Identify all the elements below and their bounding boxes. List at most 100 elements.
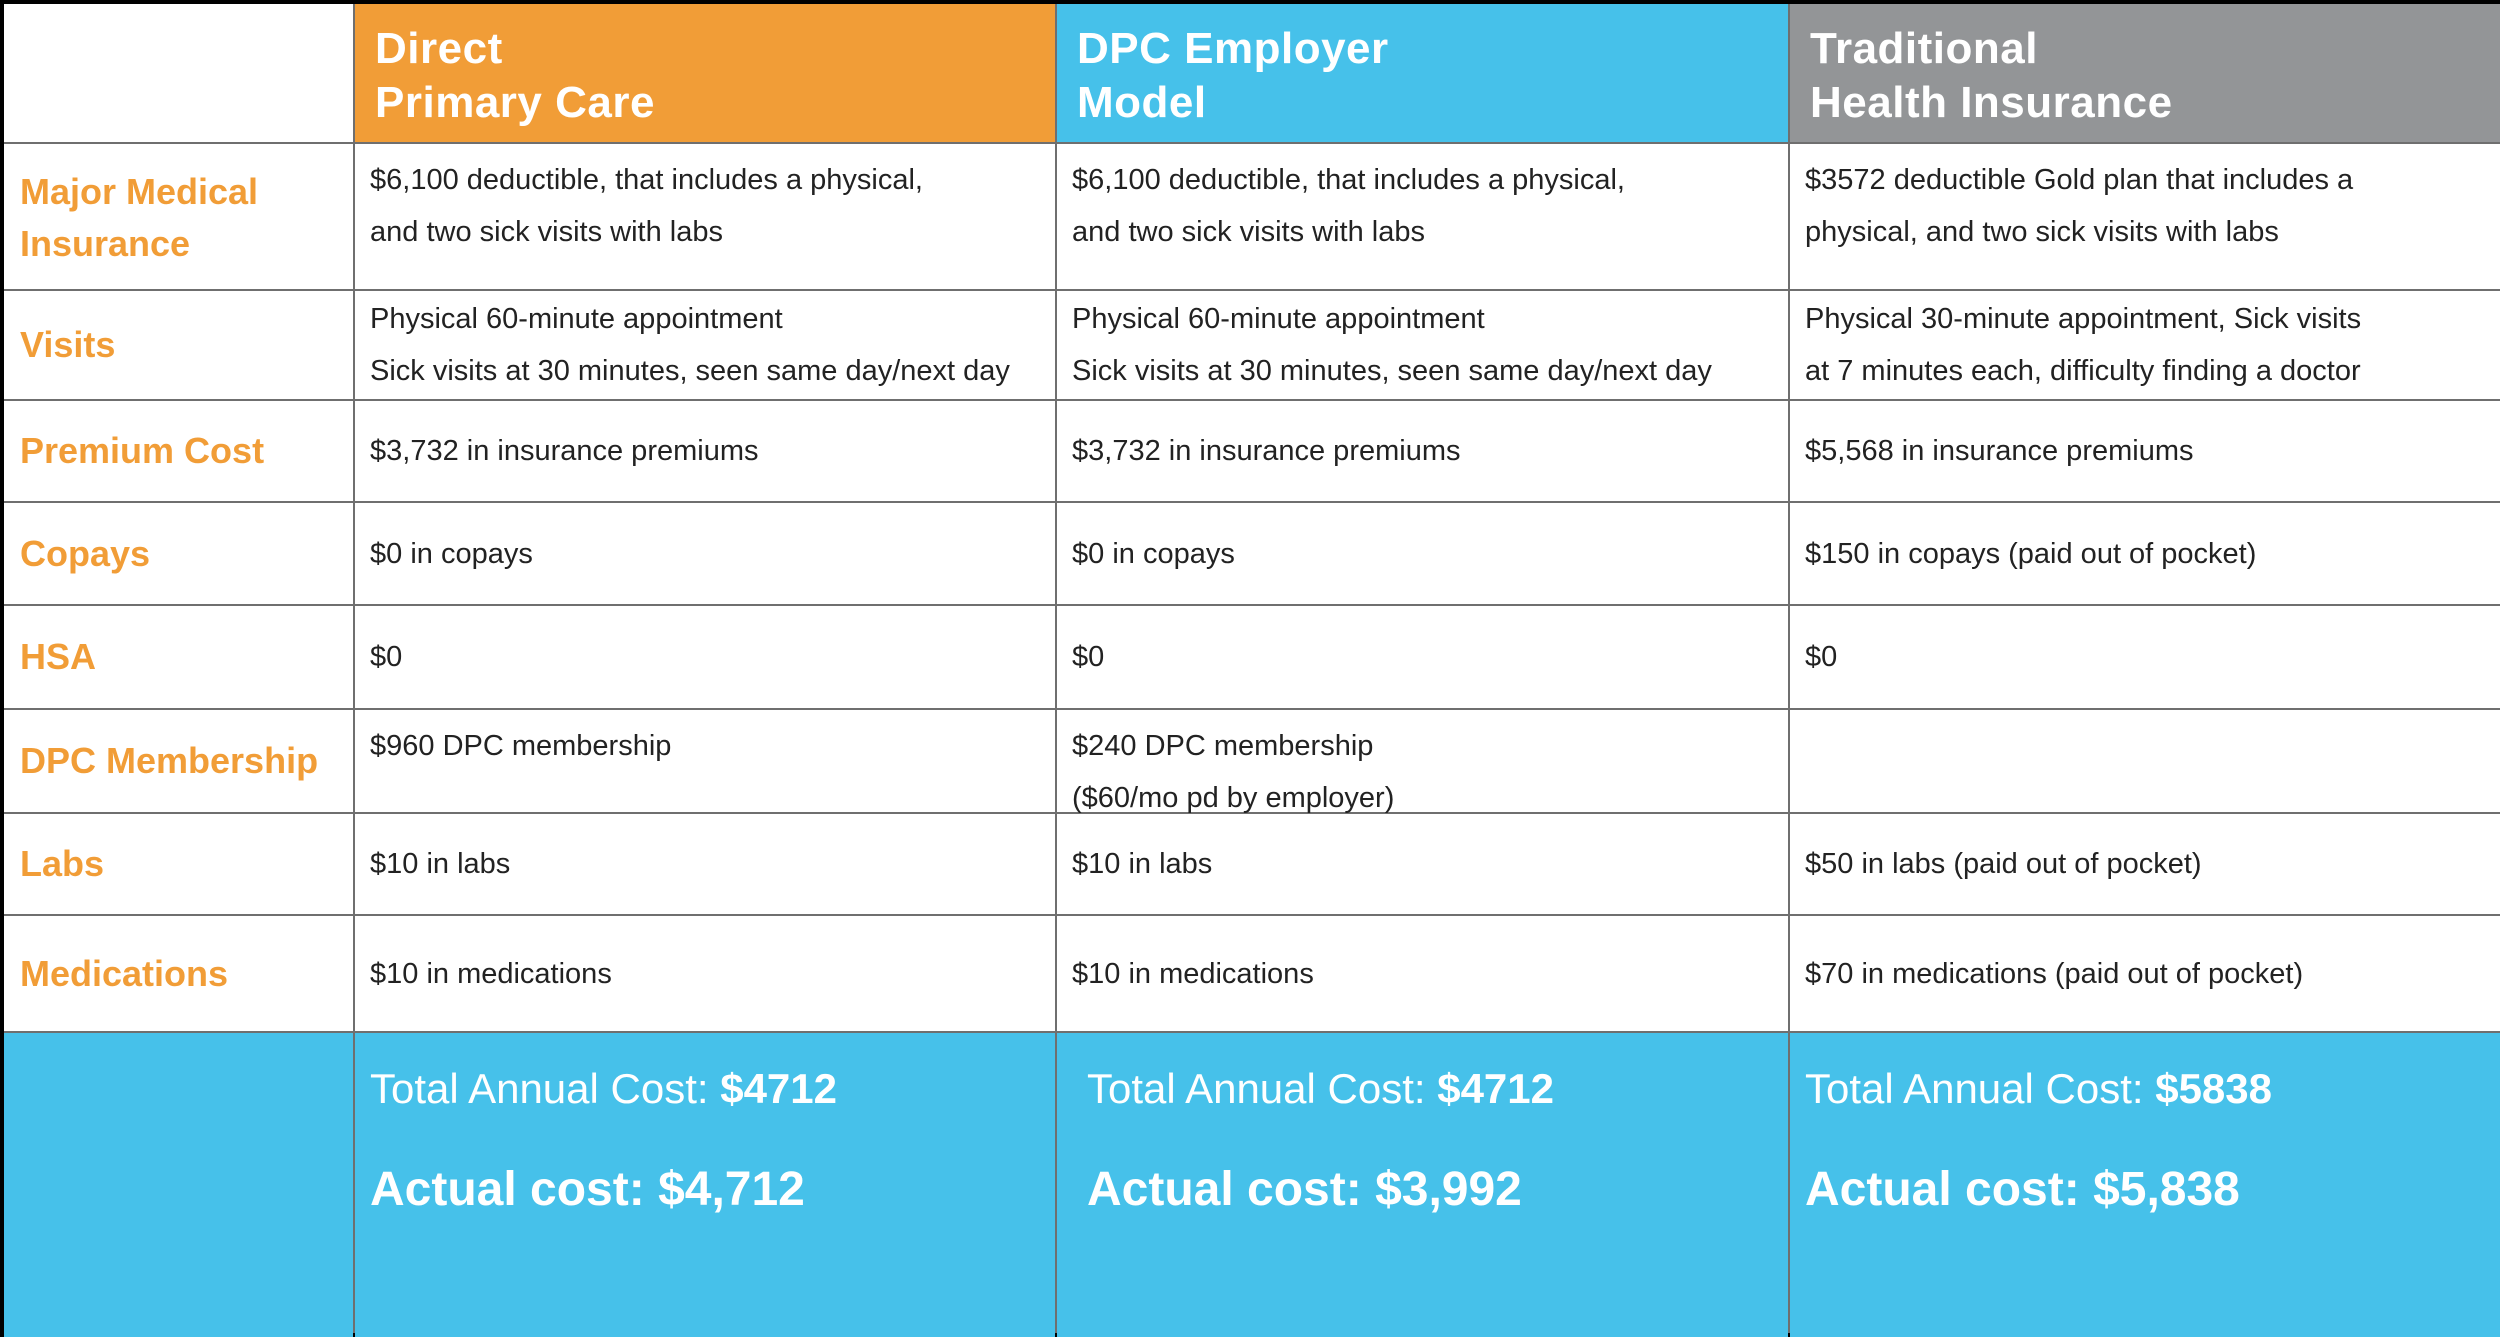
cell-line: $70 in medications (paid out of pocket) bbox=[1805, 957, 2304, 990]
cell-line: physical, and two sick visits with labs bbox=[1805, 216, 2279, 248]
cell-line: $240 DPC membership bbox=[1072, 730, 1374, 762]
column-header-direct-primary-care: Direct Primary Care bbox=[355, 4, 1055, 144]
cell-line: $0 in copays bbox=[370, 537, 533, 570]
table-cell: $10 in medications bbox=[355, 916, 1055, 1033]
total-label: Total Annual Cost: bbox=[370, 1065, 709, 1112]
totals-cell-traditional-health-insurance: Total Annual Cost: $5838 Actual cost: $5… bbox=[1790, 1033, 2500, 1337]
table-cell: $0 bbox=[1057, 606, 1788, 710]
actual-cost: Actual cost: $3,992 bbox=[1087, 1161, 1788, 1219]
actual-value: $5,838 bbox=[2093, 1163, 2240, 1216]
table-cell: Physical 30-minute appointment, Sick vis… bbox=[1790, 291, 2500, 401]
actual-cost: Actual cost: $5,838 bbox=[1805, 1161, 2500, 1219]
cell-line: and two sick visits with labs bbox=[1072, 216, 1425, 248]
cell-line: $0 bbox=[1805, 641, 1838, 673]
column-header-traditional-health-insurance: Traditional Health Insurance bbox=[1790, 4, 2500, 144]
header-line: Health Insurance bbox=[1810, 78, 2173, 127]
actual-cost: Actual cost: $4,712 bbox=[370, 1161, 1055, 1219]
totals-cell-dpc-employer-model: Total Annual Cost: $4712 Actual cost: $3… bbox=[1057, 1033, 1788, 1337]
table-cell: $10 in medications bbox=[1057, 916, 1788, 1033]
cell-line: Sick visits at 30 minutes, seen same day… bbox=[370, 355, 1010, 387]
row-label-dpc-membership: DPC Membership bbox=[4, 710, 353, 814]
actual-value: $4,712 bbox=[658, 1163, 805, 1216]
table-cell: $3,732 in insurance premiums bbox=[355, 401, 1055, 503]
cell-line: $6,100 deductible, that includes a physi… bbox=[370, 164, 923, 196]
total-annual-cost: Total Annual Cost: $4712 bbox=[1087, 1063, 1788, 1115]
actual-value: $3,992 bbox=[1375, 1163, 1522, 1216]
row-label-text: Copays bbox=[20, 532, 151, 574]
header-corner bbox=[4, 4, 353, 144]
row-label-copays: Copays bbox=[4, 503, 353, 606]
table-cell-empty bbox=[1790, 710, 2500, 814]
row-label-text: Visits bbox=[20, 324, 116, 365]
row-label-text: DPC Membership bbox=[20, 740, 319, 781]
total-value: $4712 bbox=[1437, 1065, 1555, 1112]
row-label-premium-cost: Premium Cost bbox=[4, 401, 353, 503]
actual-label: Actual cost: bbox=[1087, 1163, 1362, 1216]
cell-line: $10 in medications bbox=[1072, 957, 1314, 990]
totals-label-cell bbox=[4, 1033, 353, 1337]
cell-line: $3,732 in insurance premiums bbox=[370, 435, 759, 467]
header-line: Traditional bbox=[1810, 24, 2038, 73]
cell-line: $10 in medications bbox=[370, 957, 612, 990]
table-cell: $50 in labs (paid out of pocket) bbox=[1790, 814, 2500, 916]
table-cell: $3,732 in insurance premiums bbox=[1057, 401, 1788, 503]
comparison-table: Direct Primary Care DPC Employer Model T… bbox=[4, 4, 2500, 1337]
table-cell: $150 in copays (paid out of pocket) bbox=[1790, 503, 2500, 606]
row-label-major-medical-insurance: Major Medical Insurance bbox=[4, 144, 353, 291]
totals-cell-direct-primary-care: Total Annual Cost: $4712 Actual cost: $4… bbox=[355, 1033, 1055, 1337]
cell-line: $50 in labs (paid out of pocket) bbox=[1805, 848, 2202, 880]
cell-line: and two sick visits with labs bbox=[370, 216, 723, 248]
table-cell: $3572 deductible Gold plan that includes… bbox=[1790, 144, 2500, 291]
row-label-visits: Visits bbox=[4, 291, 353, 401]
cell-line: Physical 30-minute appointment, Sick vis… bbox=[1805, 303, 2362, 335]
table-cell: $0 bbox=[1790, 606, 2500, 710]
table-cell: $70 in medications (paid out of pocket) bbox=[1790, 916, 2500, 1033]
cell-line: $0 bbox=[1072, 641, 1105, 673]
comparison-table-frame: Direct Primary Care DPC Employer Model T… bbox=[4, 4, 2500, 1337]
cell-line: $6,100 deductible, that includes a physi… bbox=[1072, 164, 1625, 196]
cell-line: $0 bbox=[370, 641, 403, 673]
cell-line: $960 DPC membership bbox=[370, 730, 672, 762]
total-annual-cost: Total Annual Cost: $4712 bbox=[370, 1063, 1055, 1115]
table-cell: Physical 60-minute appointment Sick visi… bbox=[1057, 291, 1788, 401]
total-value: $4712 bbox=[720, 1065, 838, 1112]
total-annual-cost: Total Annual Cost: $5838 bbox=[1805, 1063, 2500, 1115]
cell-line: $0 in copays bbox=[1072, 537, 1235, 570]
table-cell: $0 in copays bbox=[355, 503, 1055, 606]
row-label-text: HSA bbox=[20, 636, 97, 677]
total-label: Total Annual Cost: bbox=[1087, 1065, 1426, 1112]
table-cell: Physical 60-minute appointment Sick visi… bbox=[355, 291, 1055, 401]
header-line: Model bbox=[1077, 78, 1207, 127]
actual-label: Actual cost: bbox=[1805, 1163, 2080, 1216]
cell-line: $3,732 in insurance premiums bbox=[1072, 435, 1461, 467]
row-label-labs: Labs bbox=[4, 814, 353, 916]
row-label-text: Premium Cost bbox=[20, 430, 265, 471]
cell-line: $150 in copays (paid out of pocket) bbox=[1805, 537, 2257, 570]
cell-line: Sick visits at 30 minutes, seen same day… bbox=[1072, 355, 1712, 387]
cell-line: Physical 60-minute appointment bbox=[370, 303, 783, 335]
row-label-hsa: HSA bbox=[4, 606, 353, 710]
row-label-text: Labs bbox=[20, 843, 105, 884]
table-cell: $10 in labs bbox=[1057, 814, 1788, 916]
cell-line: at 7 minutes each, difficulty finding a … bbox=[1805, 355, 2361, 387]
header-line: DPC Employer bbox=[1077, 24, 1389, 73]
row-label-text: Major Medical Insurance bbox=[20, 171, 259, 264]
header-line: Direct bbox=[375, 24, 503, 73]
cell-line: $10 in labs bbox=[370, 848, 511, 880]
table-cell: $0 bbox=[355, 606, 1055, 710]
table-cell: $10 in labs bbox=[355, 814, 1055, 916]
cell-line: $10 in labs bbox=[1072, 848, 1213, 880]
table-cell: $240 DPC membership ($60/mo pd by employ… bbox=[1057, 710, 1788, 814]
total-label: Total Annual Cost: bbox=[1805, 1065, 2144, 1112]
header-line: Primary Care bbox=[375, 78, 655, 127]
row-label-text: Medications bbox=[20, 952, 229, 994]
cell-line: ($60/mo pd by employer) bbox=[1072, 782, 1395, 814]
total-value: $5838 bbox=[2155, 1065, 2273, 1112]
cell-line: Physical 60-minute appointment bbox=[1072, 303, 1485, 335]
table-cell: $0 in copays bbox=[1057, 503, 1788, 606]
table-cell: $6,100 deductible, that includes a physi… bbox=[355, 144, 1055, 291]
table-cell: $5,568 in insurance premiums bbox=[1790, 401, 2500, 503]
actual-label: Actual cost: bbox=[370, 1163, 645, 1216]
table-cell: $6,100 deductible, that includes a physi… bbox=[1057, 144, 1788, 291]
cell-line: $3572 deductible Gold plan that includes… bbox=[1805, 164, 2354, 196]
